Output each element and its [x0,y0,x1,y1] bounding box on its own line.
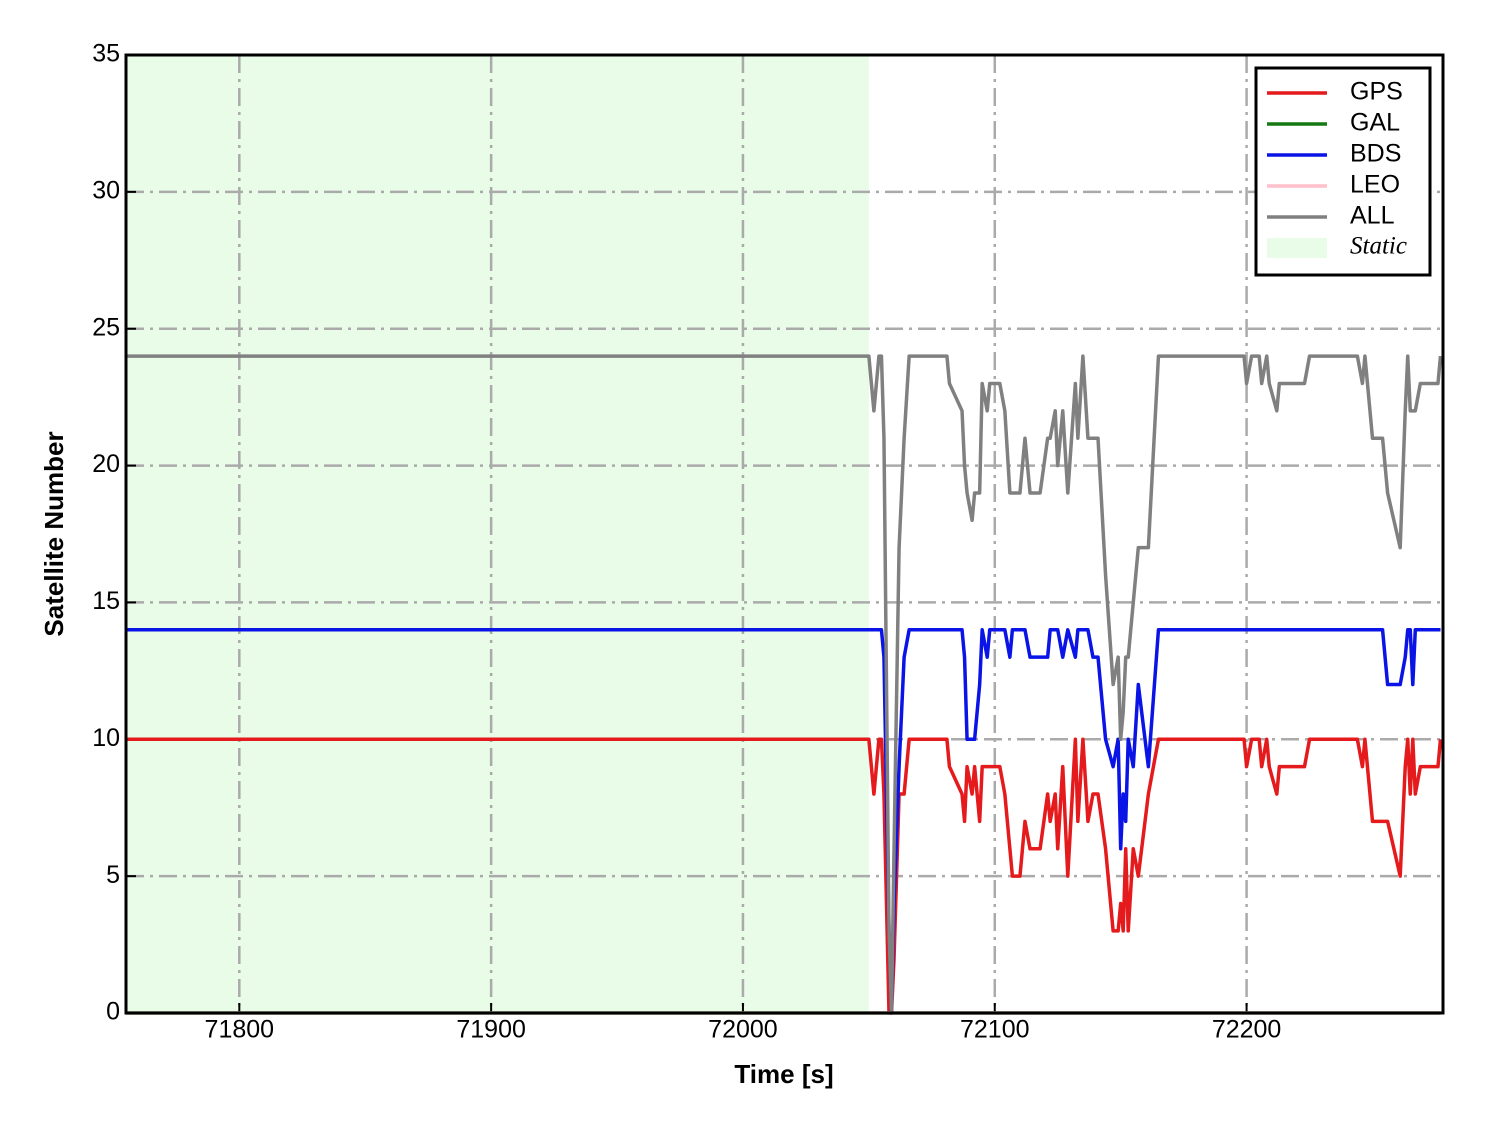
y-tick-label: 10 [92,724,120,752]
series-line [126,354,1443,1015]
legend-label: BDS [1350,140,1401,168]
legend-label: Static [1350,233,1407,260]
y-tick-label: 25 [92,313,120,341]
x-tick-label: 72100 [960,1016,1030,1044]
y-tick-label: 15 [92,587,120,615]
x-axis-title: Time [s] [734,1059,833,1089]
x-tick-label: 71900 [456,1016,526,1044]
legend-label: LEO [1350,171,1400,199]
y-tick-label: 30 [92,176,120,204]
y-tick-label: 5 [106,861,120,889]
legend-swatch [1267,238,1327,258]
x-tick-label: 71800 [205,1016,275,1044]
legend-label: GPS [1350,78,1403,106]
y-tick-label: 35 [92,40,120,68]
y-axis-title: Satellite Number [39,431,69,636]
static-region [126,55,869,1013]
x-tick-label: 72000 [708,1016,778,1044]
series-line [126,628,1441,1015]
series-line [126,737,1443,1015]
plot-frame [124,53,1445,1015]
legend-label: GAL [1350,109,1400,137]
x-tick-label: 72200 [1212,1016,1282,1044]
legend-label: ALL [1350,202,1395,230]
y-tick-label: 0 [106,998,120,1026]
y-tick-label: 20 [92,450,120,478]
